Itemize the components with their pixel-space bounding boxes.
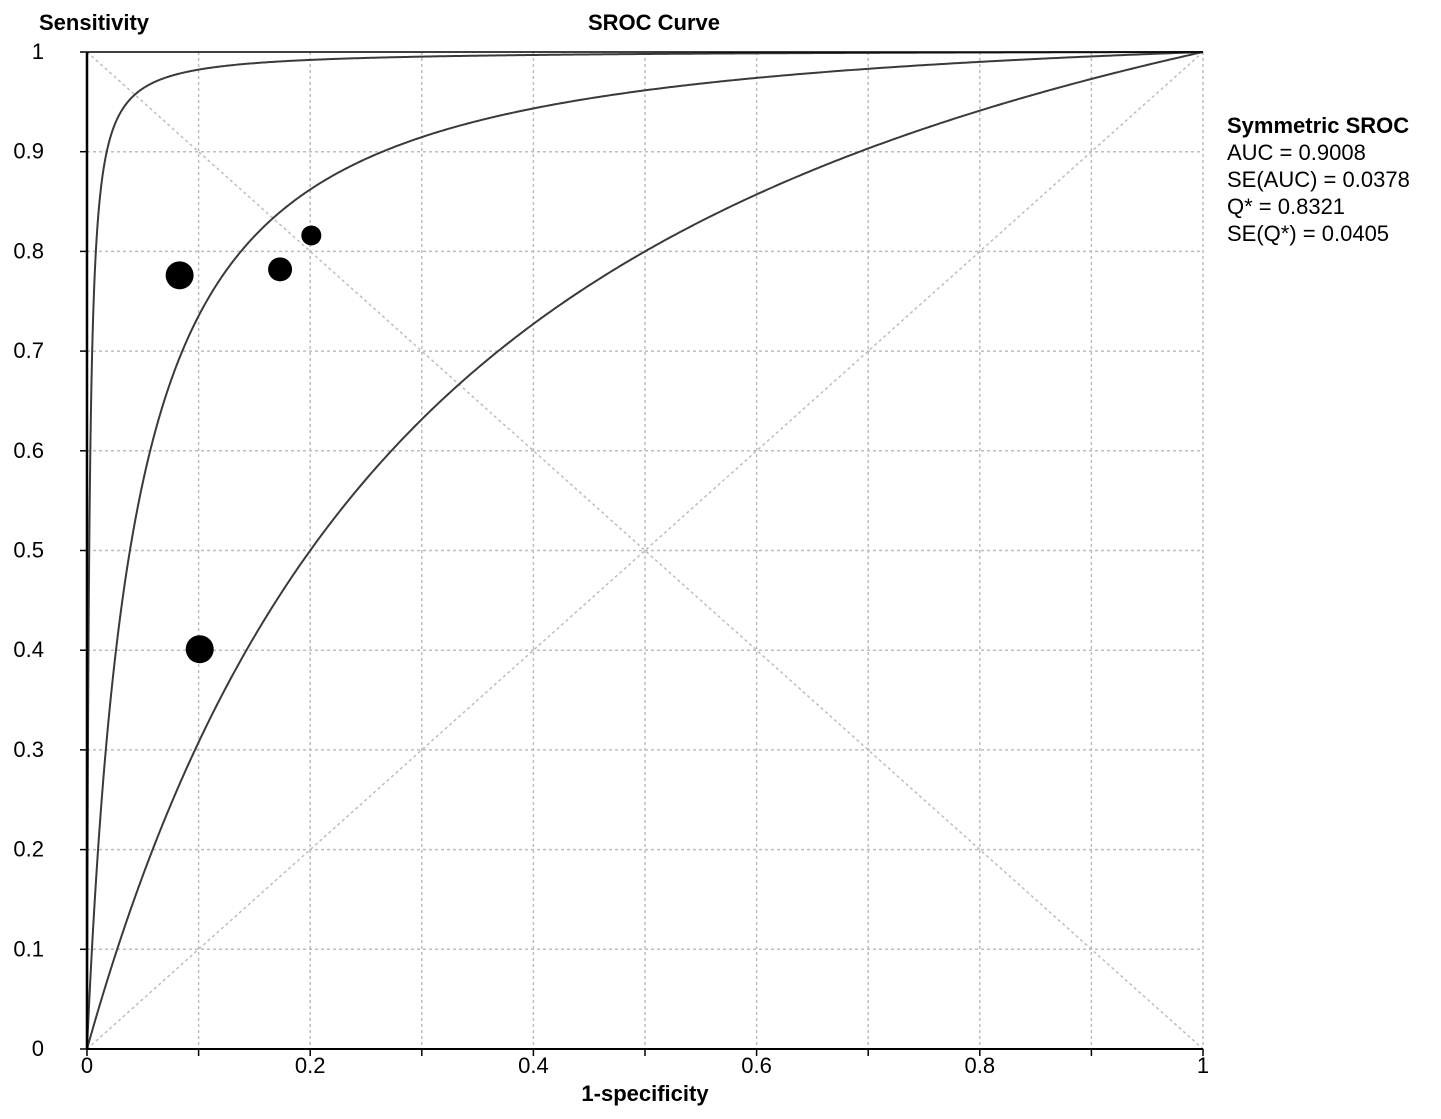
y-tick-label: 1 (32, 39, 44, 64)
y-tick-label: 0.6 (13, 438, 44, 463)
x-tick-label: 1 (1197, 1053, 1209, 1078)
x-tick-label: 0.2 (295, 1053, 326, 1078)
sroc-curve-upper-confidence (86, 51, 1204, 1049)
y-tick-label: 0.3 (13, 737, 44, 762)
y-tick-label: 0.5 (13, 538, 44, 563)
x-tick-label: 0.6 (741, 1053, 772, 1078)
study-point (301, 225, 322, 246)
sroc-curve-symmetric-sroc (86, 51, 1204, 1049)
x-tick-label: 0.4 (518, 1053, 549, 1078)
stats-se-auc: SE(AUC) = 0.0378 (1227, 167, 1410, 192)
grid-lines (87, 52, 1204, 1049)
sroc-curve-lower-confidence (86, 51, 1204, 1050)
stats-q-star: Q* = 0.8321 (1227, 194, 1345, 219)
x-axis-title: 1-specificity (581, 1081, 709, 1106)
study-point (268, 257, 293, 282)
y-tick-label: 0 (32, 1036, 44, 1061)
study-point (165, 261, 194, 290)
sroc-stats-legend: Symmetric SROC AUC = 0.9008 SE(AUC) = 0.… (1227, 113, 1410, 246)
y-tick-label: 0.1 (13, 936, 44, 961)
y-tick-label: 0.2 (13, 837, 44, 862)
study-point (185, 635, 214, 664)
sroc-curves (86, 51, 1204, 1050)
chart-title: SROC Curve (588, 10, 720, 35)
x-tick-label: 0 (81, 1053, 93, 1078)
y-tick-label: 0.8 (13, 238, 44, 263)
study-points (165, 225, 322, 664)
stats-auc: AUC = 0.9008 (1227, 140, 1366, 165)
stats-se-q-star: SE(Q*) = 0.0405 (1227, 221, 1389, 246)
y-tick-label: 0.9 (13, 139, 44, 164)
y-axis-title: Sensitivity (39, 10, 150, 35)
tick-marks: 0 0.2 0.4 0.6 0.8 1 0 0.1 0.2 0.3 0.4 0.5 0.6 0.7 0.8 0… (13, 39, 1209, 1078)
x-tick-label: 0.8 (965, 1053, 996, 1078)
y-tick-label: 0.7 (13, 338, 44, 363)
stats-title: Symmetric SROC (1227, 113, 1409, 138)
y-tick-label: 0.4 (13, 637, 44, 662)
